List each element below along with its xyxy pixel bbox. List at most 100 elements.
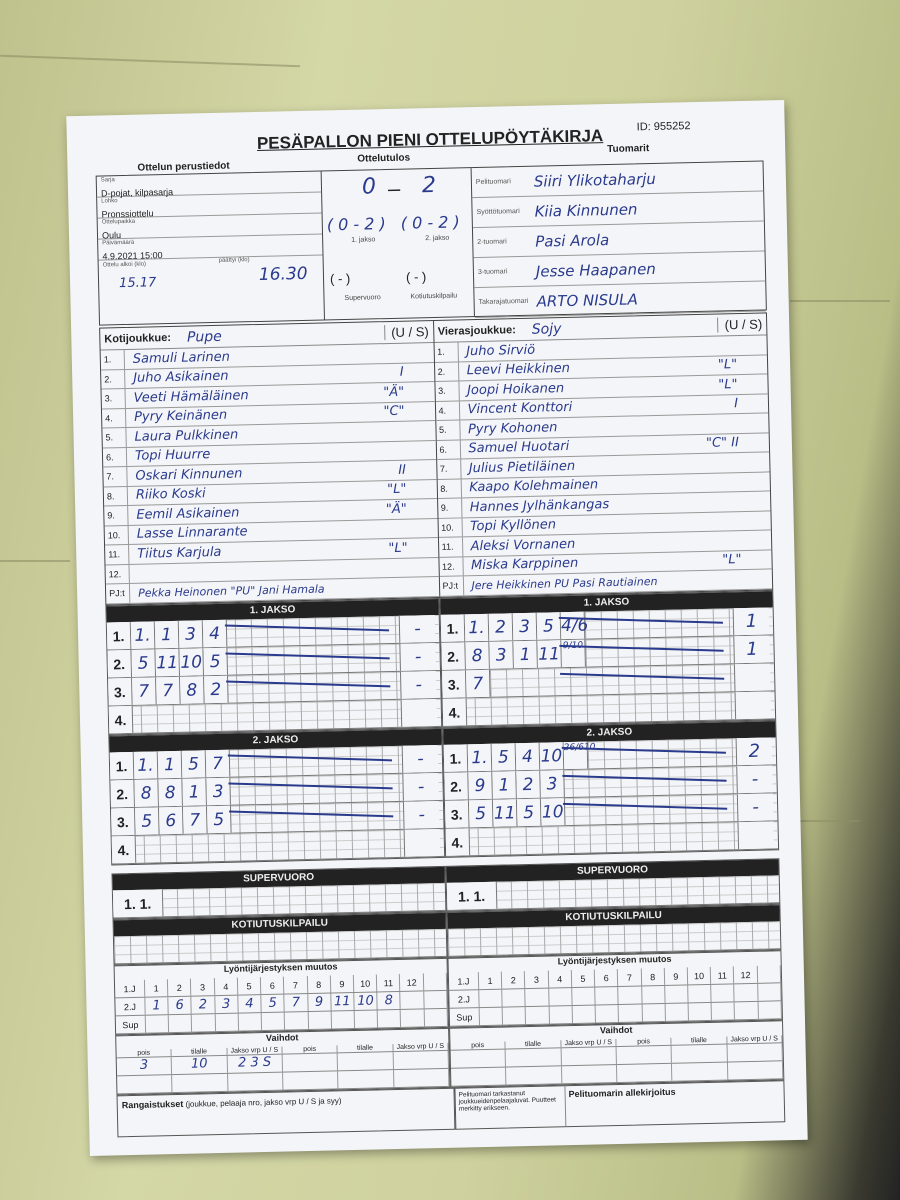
lineup-cell: [168, 1014, 193, 1033]
lineup-cell: [525, 1006, 550, 1025]
subs-cell: [338, 1070, 395, 1089]
subs-cell: [283, 1071, 339, 1090]
lineup-cell: [595, 986, 619, 1005]
field-label: Sarja: [100, 177, 115, 184]
subs-cell: [727, 1043, 783, 1062]
progress-line: [227, 754, 393, 770]
player-number: 2.: [101, 369, 126, 389]
subs-cell: [172, 1073, 229, 1093]
lineup-cell: 11: [331, 992, 355, 1011]
player-number: 4.: [101, 408, 127, 428]
referee-name: ARTO NISULA: [536, 289, 638, 311]
batter-cell: 1.: [440, 614, 466, 642]
progress-line: [560, 672, 725, 688]
home-supervuoro-row: 1. 1.: [112, 889, 164, 918]
period-2: 2. JAKSO 1. 1. 1 5 7-2. 8 8 1 3-3. 5 6 7 5-4. 2. JAKSO…: [108, 720, 780, 866]
batter-cell: 5: [131, 649, 157, 677]
inning-score: -: [401, 745, 439, 773]
lineup-cell: [549, 1006, 573, 1024]
supervuoro-result: ( - ): [329, 270, 351, 287]
home-coaches: Pekka Heinonen "PU" Jani Hamala: [137, 582, 325, 600]
inning-score: -: [736, 765, 773, 794]
lineup-cell: [502, 1007, 527, 1025]
batter-cell: 1: [492, 771, 517, 799]
lineup-cell: [735, 1001, 759, 1020]
lineup-cell: [479, 989, 503, 1008]
batter-cell: 5: [206, 805, 232, 834]
lineup-cell: 4: [214, 977, 239, 996]
player-number: 5.: [102, 427, 127, 448]
referee-role: Syöttötuomari: [476, 208, 520, 216]
subs-cell: [451, 1067, 507, 1086]
batter-cell: 3.: [108, 677, 133, 706]
lineup-cell: [548, 988, 573, 1006]
subs-cell: [561, 1047, 617, 1066]
lineup-cell: [641, 985, 666, 1004]
player-mark: "Ä": [385, 501, 407, 517]
subs-cell: [337, 1052, 394, 1071]
lineup-cell: 5: [261, 994, 285, 1013]
lineup-cell: [688, 1002, 713, 1021]
player-name: Pyry Keinänen: [133, 407, 228, 426]
subs-col: Jakso vrp U / S: [726, 1035, 783, 1044]
lineup-cell: 10: [354, 992, 378, 1010]
subs-cell: [117, 1075, 173, 1094]
player-number: 8.: [437, 478, 462, 498]
lineup-cell: [572, 1005, 597, 1024]
lineup-cell: 2: [501, 971, 526, 989]
player-name: Pyry Kohonen: [467, 419, 558, 437]
referees-caption: Tuomarit: [607, 143, 650, 156]
inning-score: -: [398, 615, 436, 643]
result-caption: Ottelutulos: [357, 152, 411, 165]
subs-cell: [450, 1049, 507, 1068]
supervuoro-section: SUPERVUORO 1. 1. SUPERVUORO 1. 1. KOTIUTUS…: [111, 858, 786, 1138]
lineup-cell: [711, 1002, 736, 1020]
batter-cell: 7: [205, 749, 231, 778]
subs-col: pois: [450, 1041, 506, 1050]
player-name: Hannes Jylhänkangas: [469, 496, 610, 515]
batter-cell: 1.: [130, 621, 156, 649]
batter-cell: 9: [468, 771, 493, 800]
away-period-1: 1. JAKSO 1. 1. 2 3 5 4/6 1 2. 8 3 1 11 9/10 1 3. 7 4.: [439, 590, 777, 728]
player-mark: II: [398, 462, 407, 478]
player-number: 7.: [436, 459, 462, 479]
subs-cell: [616, 1063, 673, 1083]
subs-cell: 3: [116, 1057, 173, 1076]
inning-score: -: [402, 801, 440, 829]
lineup-cell: 5: [237, 977, 262, 995]
batter-cell: 7: [132, 677, 157, 705]
progress-line: [228, 782, 393, 798]
batter-cell: 1: [182, 778, 207, 806]
player-name: Oskari Kinnunen: [135, 466, 243, 484]
lineup-cell: [502, 989, 526, 1007]
lineup-cell: 8: [377, 991, 402, 1010]
progress-line: [229, 810, 394, 826]
batter-cell: 4.: [111, 835, 137, 864]
player-name: Samuli Larinen: [132, 349, 231, 367]
player-number: 11.: [438, 537, 463, 557]
player-name: Veeti Hämäläinen: [133, 387, 249, 406]
subs-cell: [671, 1044, 728, 1063]
away-team: Vierasjoukkue: Sojy (U / S) 1. Juho Sirviö 2…: [433, 313, 773, 597]
player-number: 6.: [102, 447, 128, 467]
lineup-cell: 8: [641, 967, 665, 986]
player-name: Lasse Linnarante: [136, 524, 248, 543]
kotiutus-label: Kotiutuskilpailu: [410, 292, 458, 301]
referee-name: Jesse Haapanen: [535, 259, 657, 281]
batter-cell: 4: [202, 619, 228, 648]
lineup-cell: 11: [377, 973, 401, 992]
row-label: 1.J: [448, 972, 480, 990]
match-record-sheet: PESÄPALLON PIENI OTTELUPÖYTÄKIRJA ID: 95…: [66, 99, 808, 1157]
lineup-cell: [192, 1014, 216, 1032]
lineup-extra: [423, 990, 448, 1009]
player-name: Julius Pietiläinen: [468, 458, 576, 476]
player-name: Miska Karppinen: [470, 556, 579, 574]
home-period-1: 1. JAKSO 1. 1. 1 3 4-2. 5 11 10 5-3. 7 7 8 2-4.: [105, 597, 443, 736]
subs-col: Jakso vrp U / S: [227, 1046, 283, 1055]
lineup-cell: [618, 1004, 643, 1022]
penalties-label: Rangaistukset: [121, 1098, 184, 1111]
lineup-cell: [308, 1011, 332, 1030]
home-label: Kotijoukkue:: [104, 331, 172, 345]
